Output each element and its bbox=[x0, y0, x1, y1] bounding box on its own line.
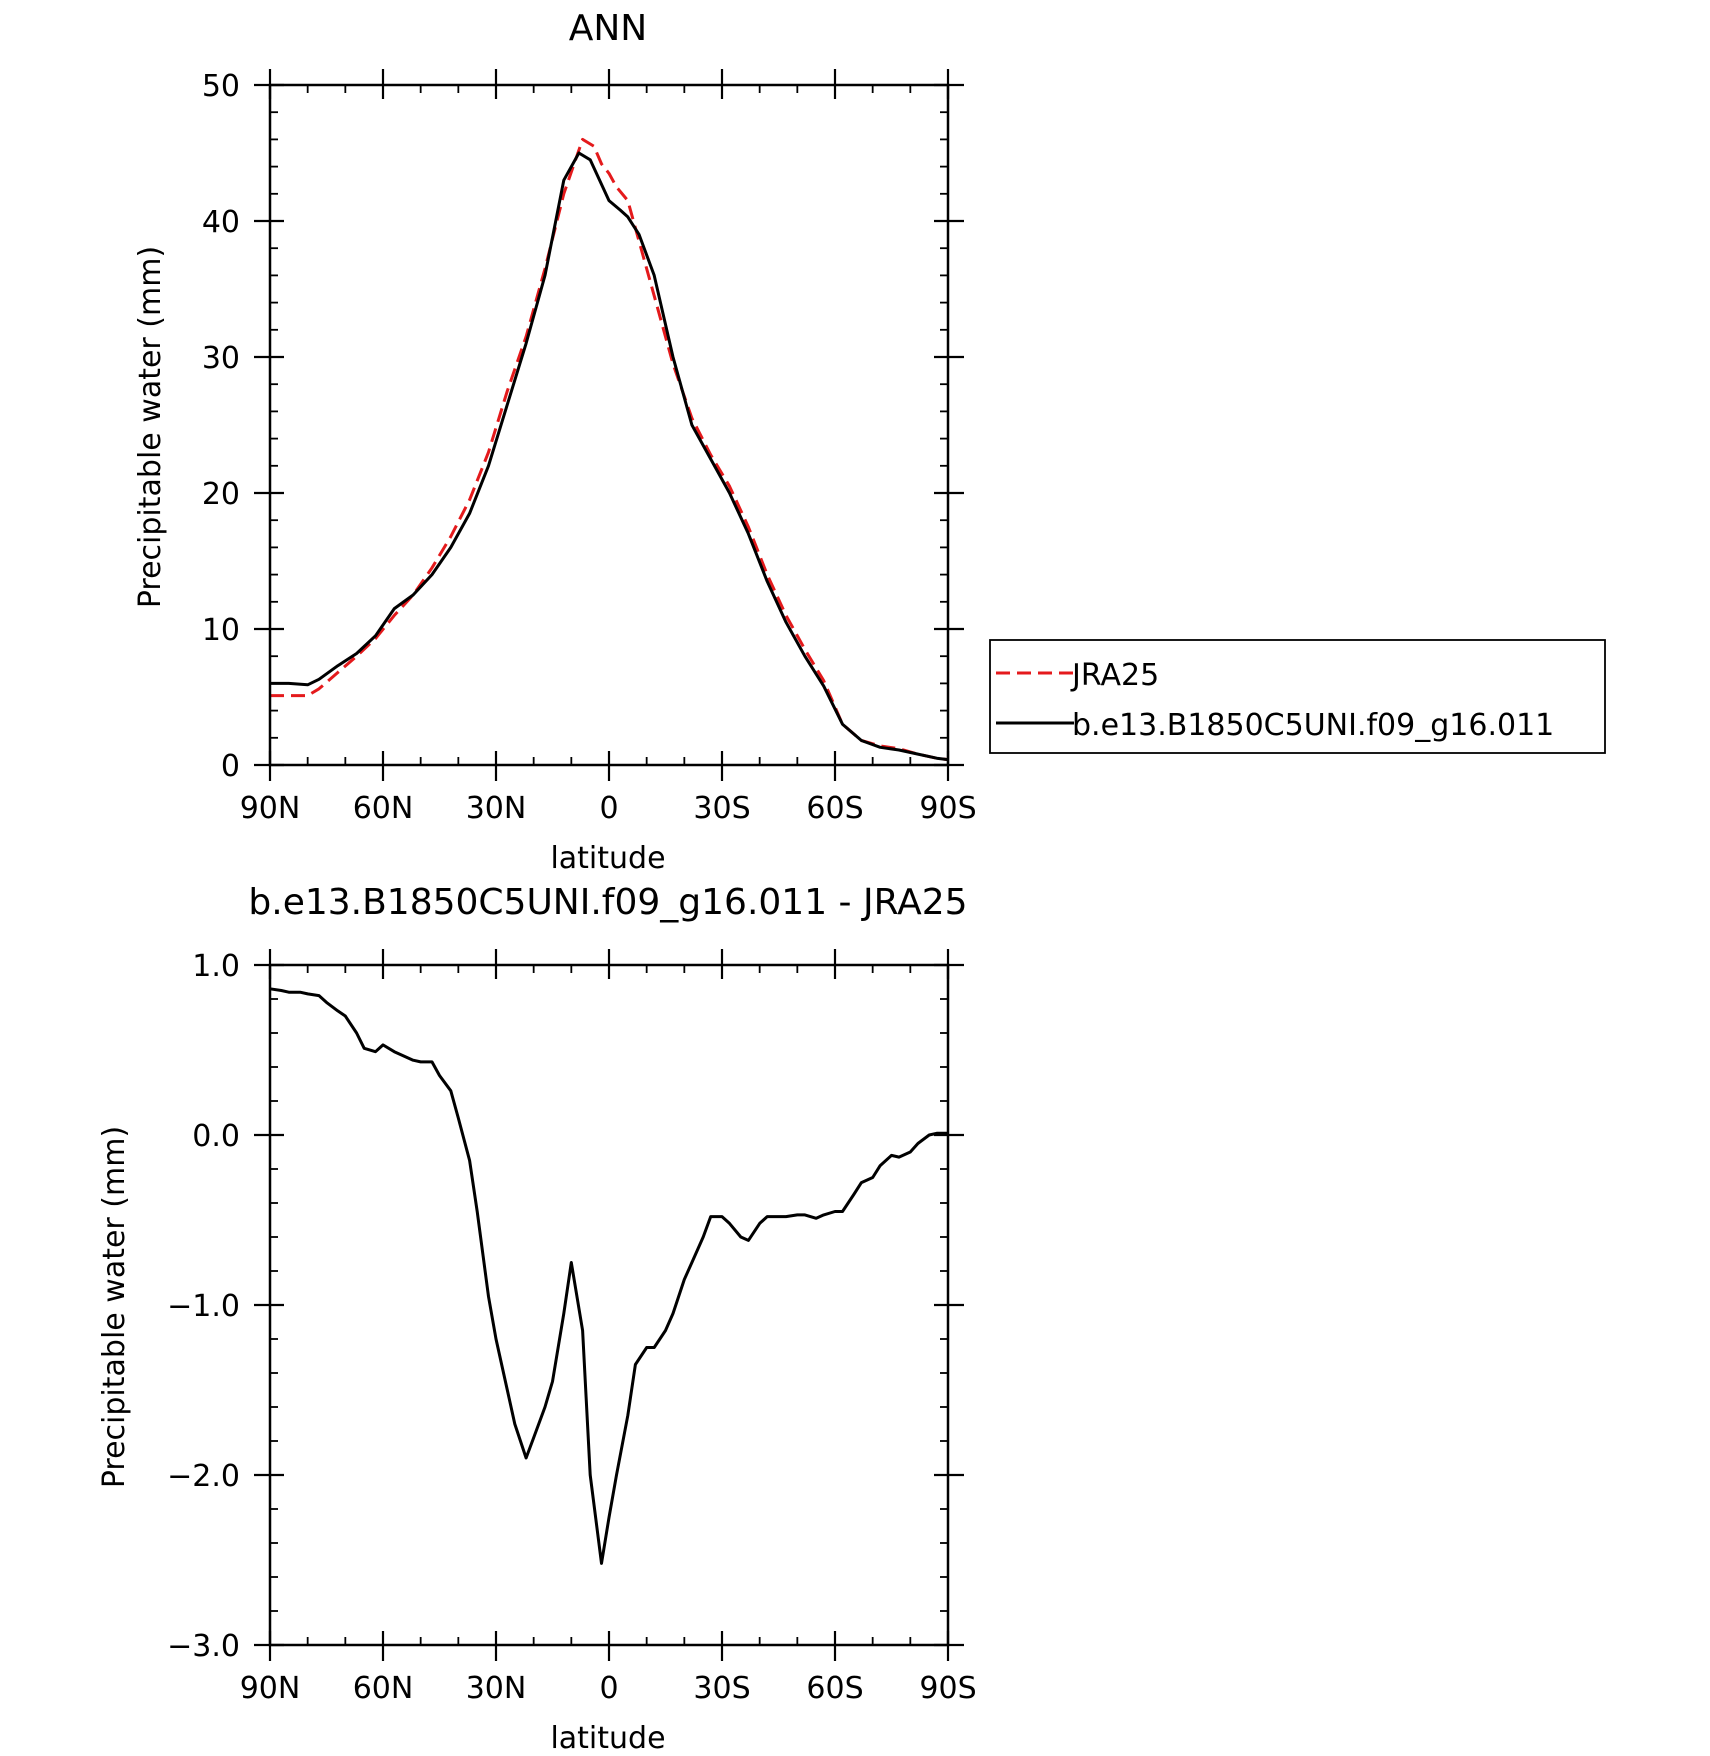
x-tick-label: 30S bbox=[693, 1671, 750, 1706]
x-tick-label: 0 bbox=[599, 1671, 618, 1706]
x-tick-label: 60S bbox=[806, 791, 863, 826]
series-line-difference bbox=[269, 987, 948, 1565]
y-tick-label: 20 bbox=[202, 477, 240, 512]
y-tick-label: 30 bbox=[202, 341, 240, 376]
x-tick-label: 90S bbox=[919, 1671, 976, 1706]
y-tick-label: 1.0 bbox=[192, 949, 240, 984]
y-tick-label: −2.0 bbox=[167, 1459, 240, 1494]
y-tick-label: 0 bbox=[221, 749, 240, 784]
chart-title: ANN bbox=[569, 8, 648, 49]
y-tick-label: 50 bbox=[202, 69, 240, 104]
series-group bbox=[269, 987, 948, 1565]
x-tick-label: 30N bbox=[466, 791, 527, 826]
x-tick-label: 60N bbox=[353, 1671, 414, 1706]
y-axis-label: Precipitable water (mm) bbox=[97, 1126, 132, 1488]
x-tick-label: 0 bbox=[599, 791, 618, 826]
legend-label-model: b.e13.B1850C5UNI.f09_g16.011 bbox=[1072, 708, 1554, 743]
x-tick-label: 30S bbox=[693, 791, 750, 826]
chart-title: b.e13.B1850C5UNI.f09_g16.011 - JRA25 bbox=[248, 882, 967, 923]
y-tick-label: 40 bbox=[202, 205, 240, 240]
y-tick-label: −1.0 bbox=[167, 1289, 240, 1324]
y-tick-label: 0.0 bbox=[192, 1119, 240, 1154]
mean-panel: ANN Precipitable water (mm) latitude 90N… bbox=[133, 8, 1606, 876]
axes-ticks: 90N 60N 30N 0 30S 60S 90S 0 10 20 30 40 50 bbox=[202, 69, 977, 826]
x-axis-label: latitude bbox=[550, 841, 665, 876]
x-tick-label: 60N bbox=[353, 791, 414, 826]
x-tick-label: 30N bbox=[466, 1671, 527, 1706]
y-axis-label: Precipitable water (mm) bbox=[133, 246, 168, 608]
legend: JRA25 b.e13.B1850C5UNI.f09_g16.011 bbox=[989, 639, 1606, 754]
x-tick-label: 90N bbox=[240, 1671, 301, 1706]
difference-panel: b.e13.B1850C5UNI.f09_g16.011 - JRA25 Pre… bbox=[97, 882, 977, 1756]
x-tick-label: 90N bbox=[240, 791, 301, 826]
x-axis-label: latitude bbox=[550, 1721, 665, 1756]
axes-ticks: 90N 60N 30N 0 30S 60S 90S −3.0 −2.0 −1.0 0.0 1.0 bbox=[167, 949, 977, 1706]
plot-frame bbox=[268, 963, 950, 1647]
x-tick-label: 90S bbox=[919, 791, 976, 826]
x-tick-label: 60S bbox=[806, 1671, 863, 1706]
legend-box bbox=[989, 639, 1606, 754]
y-tick-label: −3.0 bbox=[167, 1629, 240, 1664]
plot-frame bbox=[268, 83, 950, 767]
legend-label-jra25: JRA25 bbox=[1070, 658, 1159, 693]
series-line-b-e13-b1850c5uni-f09-g16-011 bbox=[270, 151, 949, 762]
series-group bbox=[270, 137, 949, 762]
y-tick-label: 10 bbox=[202, 613, 240, 648]
series-line-jra25 bbox=[270, 137, 949, 762]
